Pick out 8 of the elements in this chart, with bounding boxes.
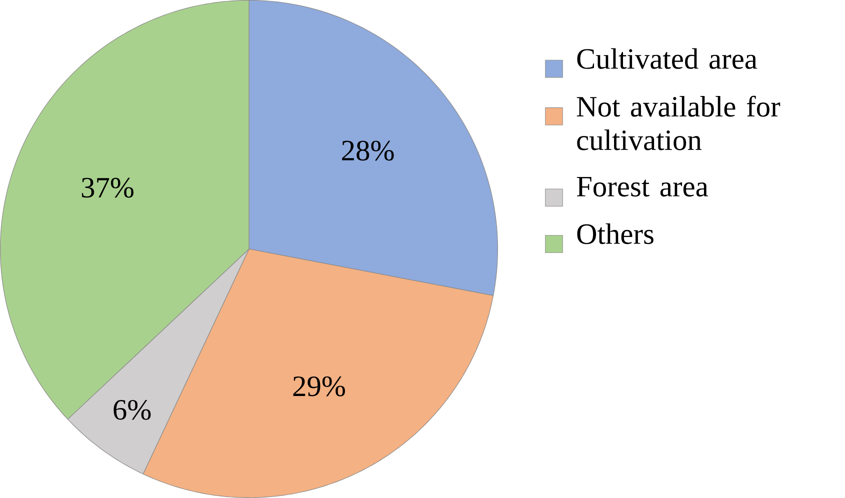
data-label: 28% [342, 140, 394, 161]
data-label: 6% [114, 400, 151, 420]
legend-label: Forest area [576, 177, 708, 197]
data-label: 37% [82, 178, 134, 198]
legend-label: Cultivated area [577, 48, 758, 69]
legend-label: Not available for cultivation [576, 96, 780, 150]
data-label: 29% [293, 376, 345, 396]
legend-label: Others [577, 223, 654, 244]
